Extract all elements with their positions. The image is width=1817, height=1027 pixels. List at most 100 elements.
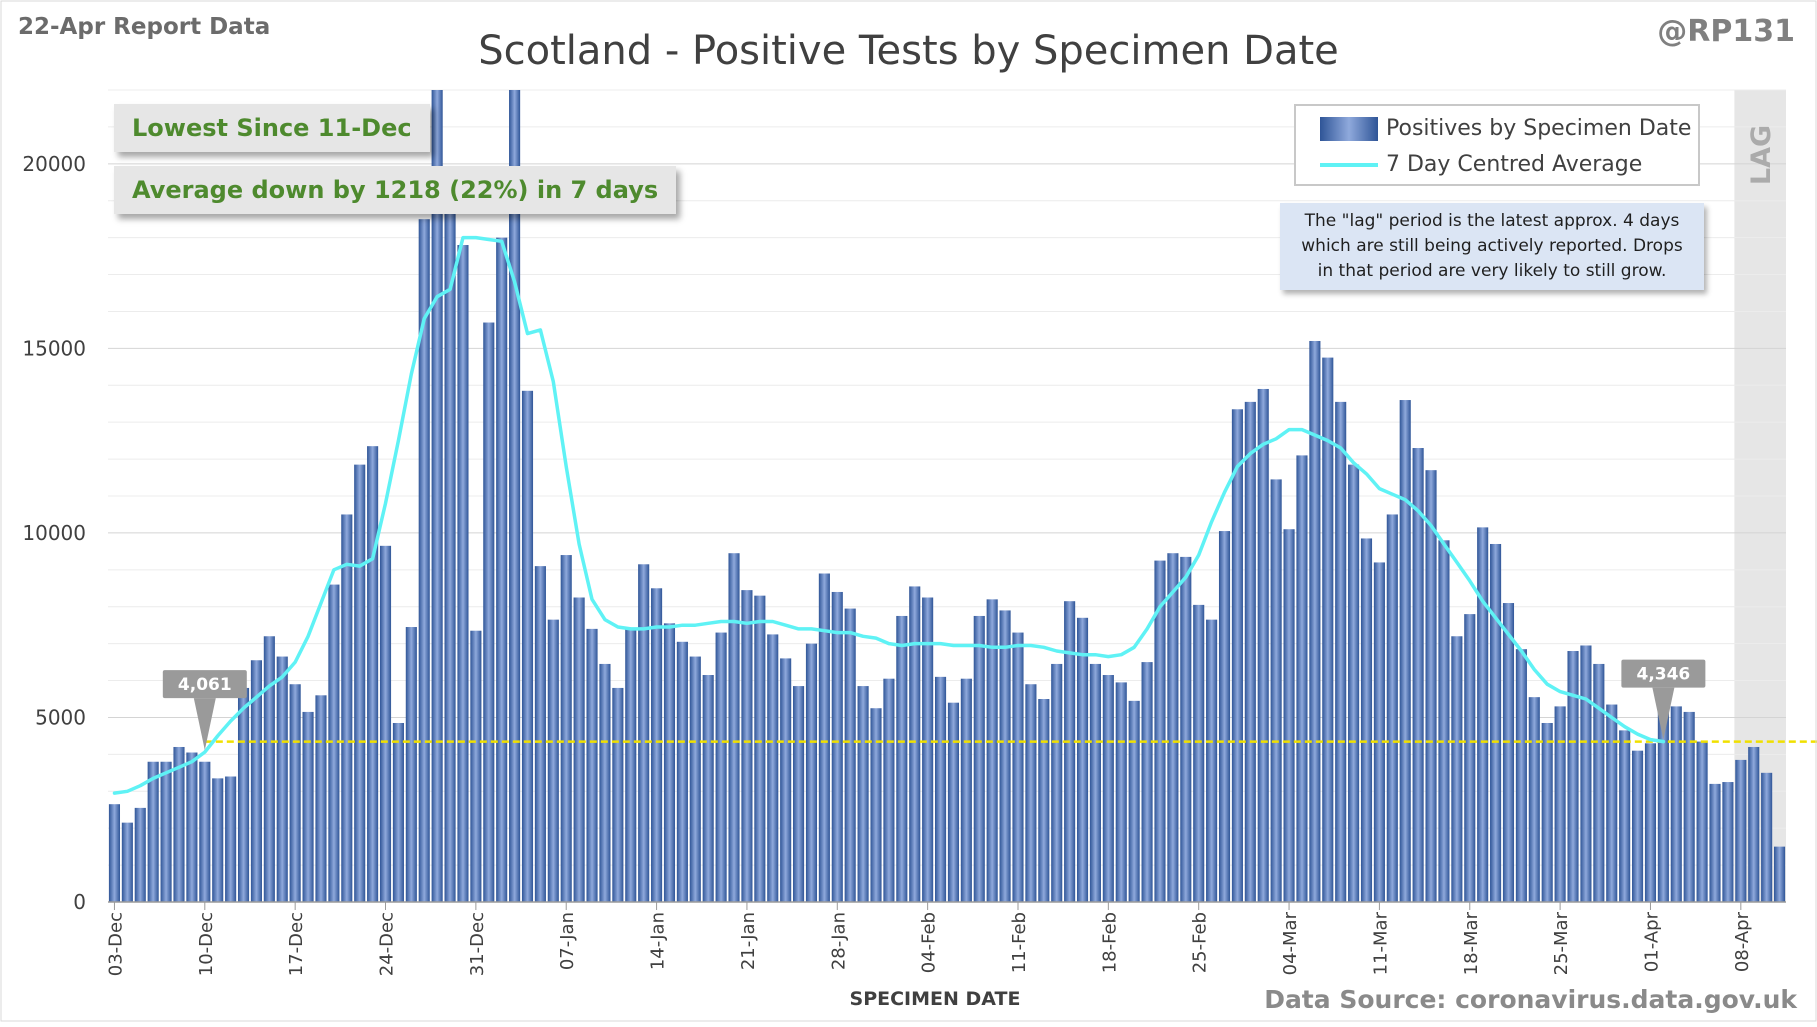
- bar: [560, 555, 572, 902]
- legend-bar-swatch: [1320, 116, 1378, 141]
- x-axis-title: SPECIMEN DATE: [850, 988, 1021, 1010]
- chart-legend: Positives by Specimen Date 7 Day Centred…: [1294, 104, 1700, 186]
- bar: [1128, 700, 1140, 902]
- bar: [715, 632, 727, 902]
- bar: [1502, 603, 1515, 902]
- x-tick-label: 31-Dec: [467, 912, 488, 976]
- x-tick-label: 11-Feb: [1009, 912, 1030, 973]
- marker-box: [1621, 659, 1706, 688]
- bar: [1206, 619, 1218, 902]
- bar: [379, 545, 392, 902]
- bar: [1399, 400, 1411, 902]
- bar: [612, 687, 624, 902]
- x-tick-label: 21-Jan: [738, 912, 759, 970]
- bar: [1451, 636, 1463, 902]
- y-tick-label: 10000: [22, 521, 86, 545]
- chart-title: Scotland - Positive Tests by Specimen Da…: [478, 28, 1339, 74]
- lowest-since-text: Lowest Since 11-Dec: [132, 114, 412, 142]
- x-tick-label: 14-Jan: [648, 912, 669, 970]
- bar: [663, 623, 676, 902]
- x-tick-label: 25-Feb: [1190, 912, 1211, 973]
- bar: [754, 595, 766, 902]
- bar: [1619, 730, 1631, 902]
- x-tick-label: 01-Apr: [1641, 911, 1662, 972]
- bar: [1515, 649, 1527, 902]
- y-tick-label: 20000: [22, 152, 86, 176]
- bar: [1270, 479, 1282, 902]
- bar: [702, 675, 714, 902]
- bar: [1709, 783, 1721, 902]
- x-tick-label: 08-Apr: [1732, 911, 1753, 972]
- marker-box: [162, 670, 247, 699]
- bar: [1425, 470, 1437, 902]
- bar: [1244, 401, 1256, 902]
- bar: [986, 599, 998, 902]
- bar: [1064, 601, 1076, 902]
- bar: [1335, 401, 1347, 902]
- bar: [315, 695, 327, 902]
- bar: [651, 588, 663, 902]
- legend-line-label: 7 Day Centred Average: [1386, 152, 1643, 177]
- bar: [1167, 553, 1179, 902]
- y-tick-label: 0: [73, 890, 86, 914]
- data-source: Data Source: coronavirus.data.gov.uk: [1264, 985, 1797, 1014]
- x-tick-label: 18-Feb: [1099, 912, 1120, 973]
- bar: [483, 322, 495, 902]
- bar: [1373, 562, 1385, 902]
- bar: [1322, 357, 1334, 902]
- bar: [689, 656, 701, 902]
- start-value-marker: 4,061: [162, 670, 247, 751]
- bar: [1141, 662, 1153, 902]
- bar: [1773, 846, 1786, 902]
- legend-item-line: 7 Day Centred Average: [1320, 152, 1642, 177]
- lag-note-line-2: which are still being actively reported.…: [1301, 236, 1683, 256]
- bar: [922, 597, 934, 902]
- bar: [909, 586, 921, 902]
- bar: [341, 514, 353, 902]
- x-tick-label: 07-Jan: [557, 912, 578, 970]
- bar: [509, 90, 521, 902]
- x-tick-label: 24-Dec: [377, 912, 398, 976]
- author-handle: @RP131: [1657, 14, 1795, 49]
- bar: [1154, 560, 1166, 902]
- bar: [199, 761, 211, 902]
- legend-bars-label: Positives by Specimen Date: [1386, 116, 1692, 141]
- bar: [444, 182, 456, 903]
- bar: [1670, 706, 1682, 902]
- bar: [547, 619, 559, 902]
- bar: [263, 636, 275, 902]
- bar: [1606, 704, 1618, 902]
- bar: [947, 702, 960, 902]
- bar: [1722, 782, 1734, 902]
- bar: [793, 686, 805, 902]
- legend-item-bars: Positives by Specimen Date: [1320, 116, 1691, 141]
- bar: [1025, 684, 1037, 902]
- bar: [883, 678, 895, 902]
- x-tick-label: 18-Mar: [1461, 911, 1482, 975]
- bar: [1218, 531, 1231, 902]
- marker-pointer: [193, 698, 216, 751]
- average-line: [112, 235, 1666, 795]
- end-value-marker: 4,346: [1621, 659, 1706, 740]
- bar: [1464, 614, 1476, 902]
- lag-note-line-3: in that period are very likely to still …: [1317, 261, 1667, 281]
- bar: [1567, 651, 1579, 902]
- bar: [289, 684, 301, 902]
- bar: [1386, 514, 1398, 902]
- bar: [328, 584, 340, 902]
- bar: [1012, 632, 1024, 902]
- bar: [108, 804, 121, 902]
- bar: [354, 464, 366, 902]
- bar: [1541, 722, 1553, 902]
- report-date-label: 22-Apr Report Data: [18, 14, 271, 40]
- bar: [160, 761, 172, 902]
- bar: [212, 778, 224, 902]
- bar: [534, 566, 546, 902]
- bar: [1283, 529, 1295, 902]
- bar: [1761, 772, 1773, 902]
- bar: [1102, 675, 1114, 902]
- bar: [973, 615, 985, 902]
- bar: [599, 663, 611, 902]
- average-change-callout: Average down by 1218 (22%) in 7 days: [114, 166, 677, 214]
